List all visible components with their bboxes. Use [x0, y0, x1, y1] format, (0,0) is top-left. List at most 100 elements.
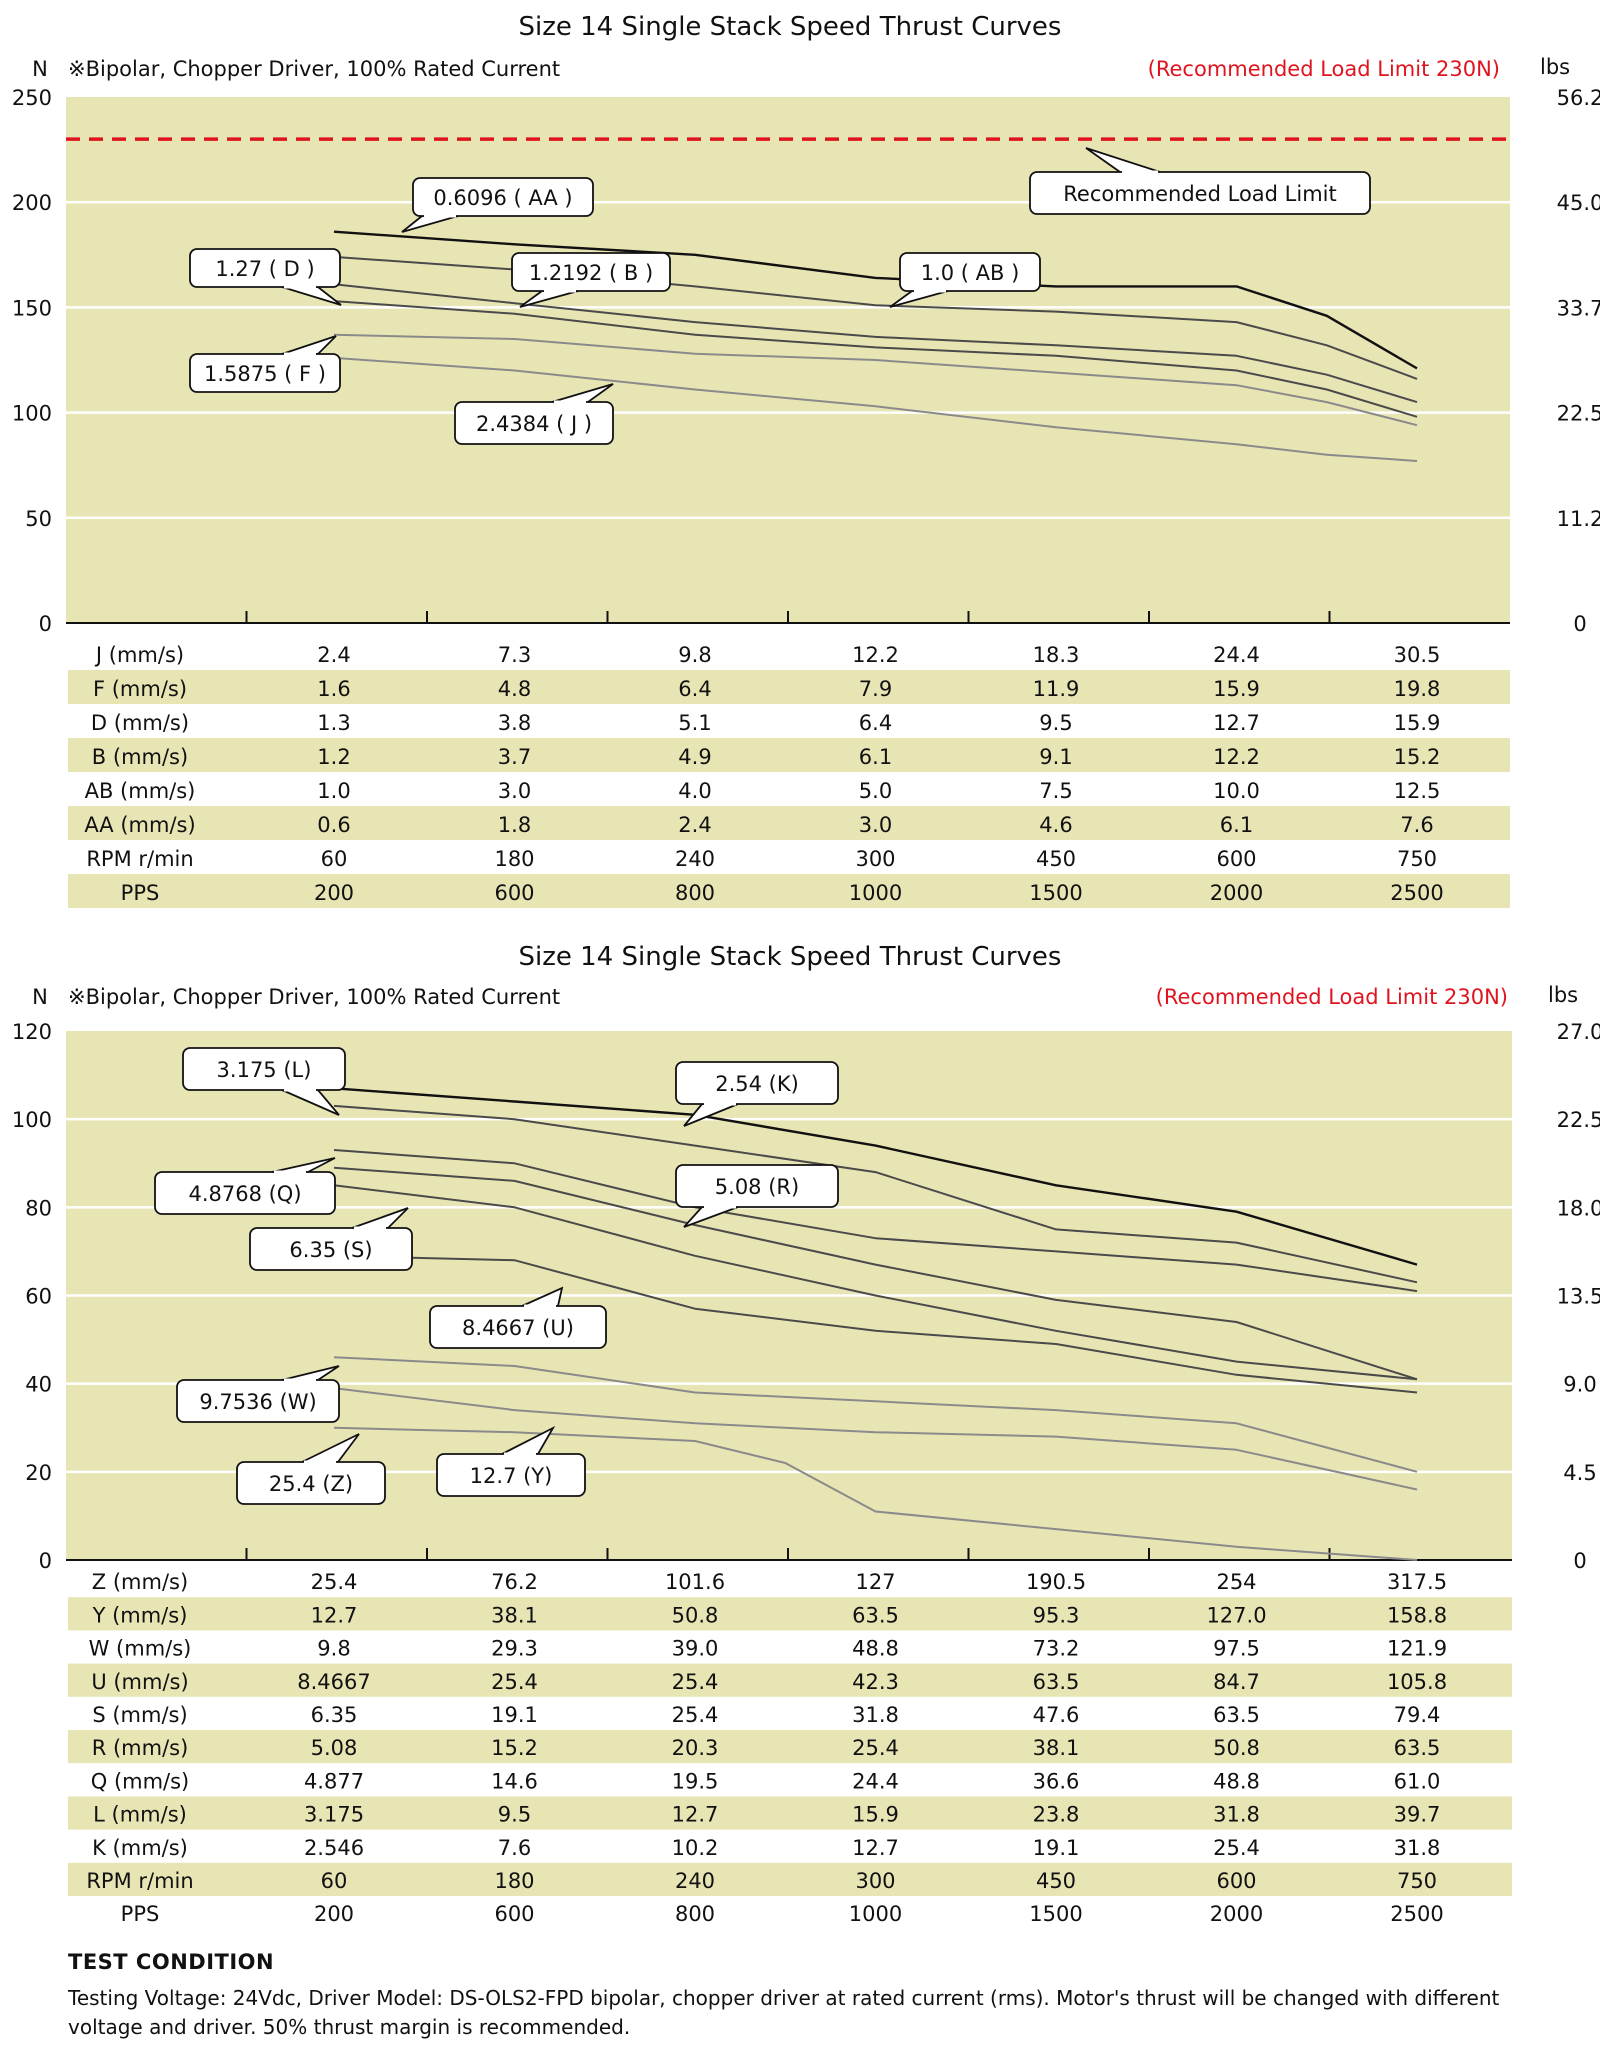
- chart2-table-cell: 48.8: [1213, 1769, 1260, 1793]
- chart2-table-cell: 25.4: [852, 1736, 899, 1760]
- chart2-table-cell: 19.1: [491, 1703, 538, 1727]
- chart2-table-cell: 600: [1216, 1869, 1256, 1893]
- chart2-table-row-label: R (mm/s): [92, 1736, 189, 1760]
- chart1-table-cell: 15.2: [1394, 745, 1441, 769]
- chart1-table-cell: 6.1: [1220, 813, 1253, 837]
- chart1-table-cell: 2.4: [678, 813, 711, 837]
- chart1-table-row-label: D (mm/s): [91, 711, 189, 735]
- chart1-table-cell: 0.6: [317, 813, 350, 837]
- chart1-callout-box-d: [189, 248, 341, 288]
- chart2-callout-label-z: 25.4 (Z): [269, 1472, 353, 1496]
- chart2-ytick-right: 27.0: [1557, 1020, 1600, 1044]
- chart2-table-cell: 105.8: [1387, 1670, 1447, 1694]
- chart2-table-row-label: W (mm/s): [89, 1637, 192, 1661]
- chart1-table-row-label: J (mm/s): [94, 643, 184, 667]
- chart1-table-cell: 5.0: [859, 779, 892, 803]
- chart2-table-cell: 240: [675, 1869, 715, 1893]
- chart1-table-cell: 9.8: [678, 643, 711, 667]
- chart2-table-cell: 5.08: [311, 1736, 358, 1760]
- chart2-callout-label-r: 5.08 (R): [715, 1175, 799, 1199]
- charts-canvas: Size 14 Single Stack Speed Thrust Curves…: [12, 12, 1600, 1926]
- chart1-table-cell: 12.2: [1213, 745, 1260, 769]
- chart2-ytick-right: 13.5: [1557, 1285, 1600, 1309]
- chart2-table-cell: 12.7: [852, 1836, 899, 1860]
- chart2-table-row-label: Q (mm/s): [91, 1769, 190, 1793]
- chart2-callout-label-q: 4.8768 (Q): [188, 1182, 301, 1206]
- chart1-table-cell: 4.0: [678, 779, 711, 803]
- chart1-table-cell: 1.2: [317, 745, 350, 769]
- chart2-table-cell: 29.3: [491, 1637, 538, 1661]
- chart2-table-cell: 101.6: [665, 1570, 725, 1594]
- chart1-table-cell: 12.5: [1394, 779, 1441, 803]
- chart2-table-cell: 39.0: [672, 1637, 719, 1661]
- chart1-callout-label-d: 1.27 ( D ): [215, 257, 314, 281]
- chart1-table-cell: 450: [1036, 847, 1076, 871]
- chart1-table-row-label: F (mm/s): [93, 677, 187, 701]
- chart1-table-cell: 15.9: [1394, 711, 1441, 735]
- chart1-table-cell: 7.6: [1400, 813, 1433, 837]
- chart2-callout-box-q: [154, 1171, 336, 1215]
- chart2-series-u-line: [333, 1254, 1418, 1394]
- chart2-table-cell: 25.4: [1213, 1836, 1260, 1860]
- chart1-ytick-left: 0: [39, 612, 52, 636]
- chart1-subtitle: ※Bipolar, Chopper Driver, 100% Rated Cur…: [68, 57, 560, 81]
- chart2-callout-label-s: 6.35 (S): [289, 1238, 372, 1262]
- chart1-series-f-line: [333, 333, 1418, 427]
- chart1-table-cell: 3.7: [498, 745, 531, 769]
- chart2-table-cell: 76.2: [491, 1570, 538, 1594]
- chart2-title: Size 14 Single Stack Speed Thrust Curves: [519, 942, 1062, 972]
- chart2-table-cell: 4.877: [304, 1769, 364, 1793]
- chart1-callout-box-f: [189, 353, 341, 393]
- chart2-table-cell: 63.5: [1394, 1736, 1441, 1760]
- chart1-table-cell: 180: [494, 847, 534, 871]
- chart2-table-row-label: K (mm/s): [92, 1836, 188, 1860]
- chart2-table-cell: 15.9: [852, 1803, 899, 1827]
- chart1-load-limit-note: (Recommended Load Limit 230N): [1148, 57, 1500, 81]
- chart1-title: Size 14 Single Stack Speed Thrust Curves: [519, 12, 1062, 42]
- chart2-table-cell: 127.0: [1206, 1603, 1266, 1627]
- chart1-table-cell: 9.5: [1039, 711, 1072, 735]
- chart2-ytick-left: 20: [25, 1461, 52, 1485]
- chart1-table-row-label: AB (mm/s): [85, 779, 196, 803]
- chart1-load-limit-callout-label: Recommended Load Limit: [1063, 182, 1336, 206]
- chart2-table-cell: 300: [855, 1869, 895, 1893]
- chart2-table-cell: 79.4: [1394, 1703, 1441, 1727]
- chart2-ytick-right: 9.0: [1563, 1373, 1596, 1397]
- chart2-table-cell: 25.4: [491, 1670, 538, 1694]
- chart1-table-cell: 600: [494, 881, 534, 905]
- chart2-table-cell: 20.3: [672, 1736, 719, 1760]
- chart1-table-cell: 12.7: [1213, 711, 1260, 735]
- chart2-table-cell: 48.8: [852, 1637, 899, 1661]
- chart2-table-cell: 19.1: [1033, 1836, 1080, 1860]
- chart1-table-cell: 6.1: [859, 745, 892, 769]
- chart2-ytick-left: 120: [12, 1020, 52, 1044]
- chart2-table-cell: 6.35: [311, 1703, 358, 1727]
- chart2-series-l-line: [333, 1087, 1418, 1266]
- chart2-callout-label-l: 3.175 (L): [217, 1058, 312, 1082]
- chart1-callout-label-ab: 1.0 ( AB ): [921, 261, 1020, 285]
- chart2-table-row-label: RPM r/min: [86, 1869, 193, 1893]
- chart1-table-cell: 3.0: [859, 813, 892, 837]
- chart2-table-cell: 600: [494, 1902, 534, 1926]
- chart1-table-cell: 7.9: [859, 677, 892, 701]
- chart2-table-cell: 95.3: [1033, 1603, 1080, 1627]
- chart1-callout-label-aa: 0.6096 ( AA ): [433, 186, 572, 210]
- chart1-table-row-band: [68, 738, 1510, 772]
- chart2-table-cell: 38.1: [491, 1603, 538, 1627]
- chart1-ylabel-left: N: [32, 57, 48, 81]
- chart1-table-cell: 1000: [849, 881, 902, 905]
- chart2-table-cell: 47.6: [1033, 1703, 1080, 1727]
- chart2-table-cell: 63.5: [1213, 1703, 1260, 1727]
- chart2-ytick-left: 100: [12, 1108, 52, 1132]
- chart2-table-row-band: [68, 1597, 1512, 1631]
- chart2-table-cell: 31.8: [1394, 1836, 1441, 1860]
- chart2-table-row-label: S (mm/s): [92, 1703, 187, 1727]
- chart1-table-cell: 300: [855, 847, 895, 871]
- chart1-table-cell: 6.4: [678, 677, 711, 701]
- chart2-callout-box-s: [249, 1227, 413, 1271]
- chart2-table-cell: 9.8: [317, 1637, 350, 1661]
- chart1-table-cell: 1.8: [498, 813, 531, 837]
- chart2-table-cell: 63.5: [852, 1603, 899, 1627]
- chart1-ytick-right: 22.5: [1557, 402, 1600, 426]
- chart2-table-cell: 38.1: [1033, 1736, 1080, 1760]
